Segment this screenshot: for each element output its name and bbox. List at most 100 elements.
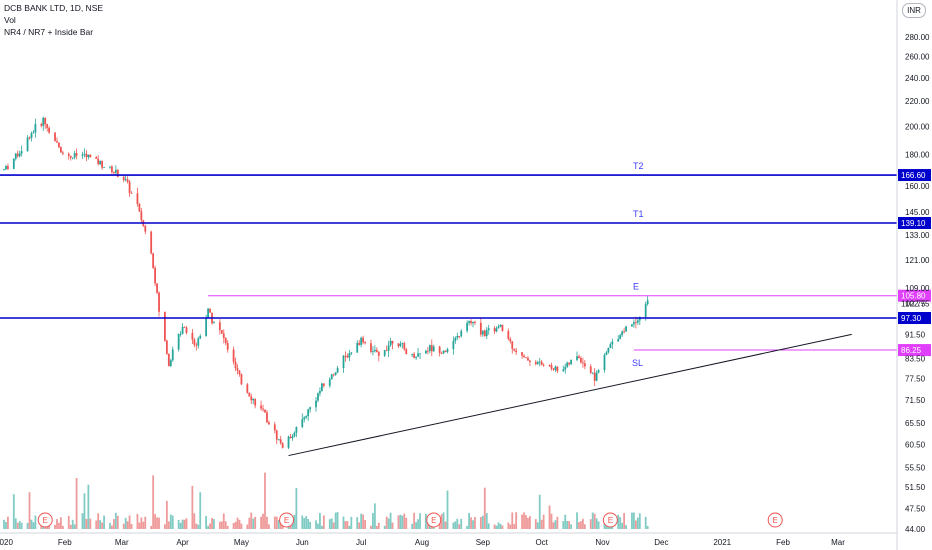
candle-body <box>238 370 241 375</box>
candle-body <box>205 317 208 336</box>
trendline-segment <box>288 333 852 457</box>
earnings-marker <box>279 512 295 528</box>
volume-bar <box>646 525 649 529</box>
volume-bar <box>344 521 347 529</box>
y-tick-label: 71.50 <box>905 396 926 405</box>
volume-bar <box>591 512 594 529</box>
candle-body <box>554 366 557 370</box>
level-price-tag <box>898 169 931 182</box>
volume-bar <box>99 520 102 529</box>
candle-body <box>213 322 215 324</box>
volume-bar <box>16 522 19 529</box>
y-tick-label: 220.00 <box>905 97 930 106</box>
candle-body <box>218 322 221 331</box>
candle-body <box>268 422 270 425</box>
trendline[interactable] <box>288 333 852 457</box>
candle-body <box>156 283 158 293</box>
candle-body <box>564 366 567 370</box>
candle-body <box>5 166 7 170</box>
y-tick-label: 200.00 <box>905 122 930 131</box>
volume-bar <box>111 525 113 529</box>
candle-body <box>591 372 594 374</box>
currency-button[interactable]: INR <box>902 3 926 18</box>
candle-body <box>222 333 225 338</box>
candle-body <box>595 372 598 381</box>
candle-body <box>487 328 490 331</box>
volume-bar <box>485 513 488 529</box>
volume-bar <box>128 515 131 529</box>
volume-bar <box>246 524 249 529</box>
volume-bar <box>238 519 241 529</box>
volume-bar <box>60 517 62 529</box>
volume-bar <box>468 513 470 529</box>
candle-body <box>621 331 624 336</box>
volume-bar <box>309 521 312 529</box>
volume-bar <box>511 512 514 529</box>
volume-bar <box>576 512 578 529</box>
candle-body <box>99 160 102 165</box>
x-tick-label: Sep <box>476 538 491 547</box>
candle-body <box>452 340 455 350</box>
volume-bar <box>550 513 553 529</box>
earnings-marker-label: E <box>431 516 436 525</box>
candle-body <box>385 350 388 352</box>
volume-bar <box>373 503 376 529</box>
y-tick-label: 133.00 <box>905 231 930 240</box>
candle-body <box>34 124 37 133</box>
volume-bar <box>112 519 115 529</box>
candle-body <box>177 334 180 350</box>
candle-body <box>501 324 504 331</box>
volume-bar <box>7 516 9 529</box>
volume-bar <box>34 515 37 529</box>
candle-body <box>534 361 537 364</box>
candle-body <box>350 352 353 354</box>
candle-body <box>458 336 461 337</box>
volume-bar <box>507 522 510 529</box>
volume-bar <box>268 524 270 529</box>
x-tick-label: Jul <box>356 538 366 547</box>
volume-bar <box>150 525 153 529</box>
x-tick-label: Dec <box>654 538 668 547</box>
candle-body <box>540 361 543 365</box>
volume-bar <box>419 513 421 529</box>
volume-bar <box>597 521 600 529</box>
volume-bar <box>14 518 17 529</box>
volume-bar <box>458 524 461 529</box>
volume-bar <box>177 519 180 529</box>
candle-body <box>248 392 251 397</box>
volume-bar <box>109 522 111 529</box>
candle-body <box>195 344 198 346</box>
candle-body <box>321 383 323 391</box>
candle-body <box>617 338 620 342</box>
volume-bar <box>211 518 213 529</box>
volume-bar <box>387 518 390 529</box>
candle-body <box>399 343 402 347</box>
volume-bar <box>617 514 620 529</box>
x-tick-label: Feb <box>58 538 72 547</box>
volume-bar <box>85 518 88 529</box>
candle-body <box>636 320 639 323</box>
volume-bar <box>73 524 76 529</box>
volume-bar <box>213 519 215 529</box>
candle-body <box>603 354 606 371</box>
volume-bar <box>525 515 527 529</box>
candle-body <box>315 400 317 408</box>
candle-body <box>30 133 33 138</box>
volume-bar <box>474 517 476 529</box>
candle-body <box>542 364 545 366</box>
volume-bar <box>28 492 31 529</box>
volume-bar <box>564 514 567 529</box>
volume-bar <box>466 525 469 529</box>
candle-body <box>597 370 600 373</box>
candle-body <box>426 350 429 352</box>
volume-bar <box>479 517 482 529</box>
candle-body <box>254 398 257 406</box>
candle-body <box>507 330 510 339</box>
candle-body <box>344 355 347 357</box>
volume-bar <box>130 524 133 529</box>
candle-body <box>387 345 390 351</box>
volume-bar <box>97 513 100 529</box>
candle-body <box>89 154 92 158</box>
candle-body <box>609 344 612 348</box>
